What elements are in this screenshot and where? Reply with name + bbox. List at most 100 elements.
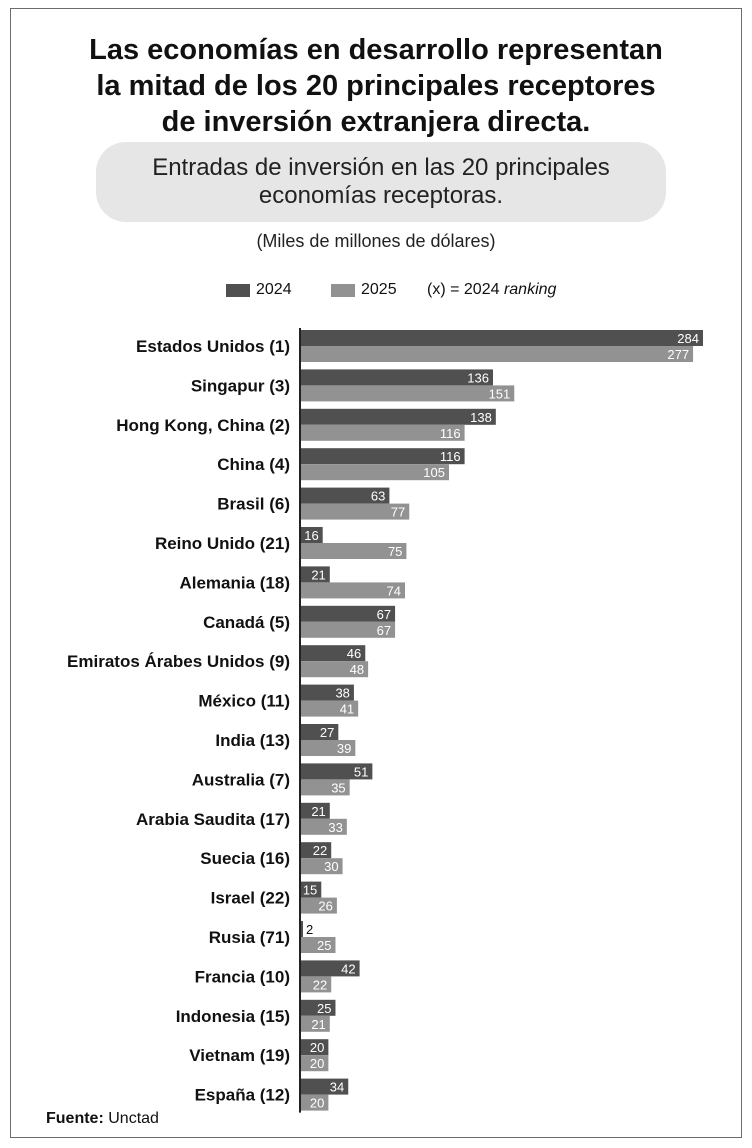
bar-2024: [300, 960, 360, 977]
category-label: Emiratos Árabes Unidos (9): [67, 652, 290, 671]
legend-swatch-2025: [331, 284, 355, 297]
category-group: Francia (10) 42 22: [195, 960, 360, 993]
source-note: Fuente: Unctad: [46, 1110, 159, 1128]
data-label-2025: 67: [377, 623, 391, 638]
bar-2025: [300, 424, 465, 441]
data-label-2025: 151: [489, 386, 511, 401]
category-label: Vietnam (19): [189, 1046, 290, 1065]
data-label-2025: 39: [337, 741, 351, 756]
data-label-2024: 16: [304, 528, 318, 543]
bar-2024: [300, 1039, 329, 1056]
chart-subtitle: Entradas de inversión en las 20 principa…: [152, 154, 610, 210]
category-label: India (13): [215, 731, 290, 750]
data-label-2024: 27: [320, 725, 334, 740]
bar-2024: [300, 724, 339, 740]
bar-2025: [300, 897, 337, 914]
category-label: Estados Unidos (1): [136, 337, 290, 356]
data-label-2024: 138: [470, 410, 492, 425]
data-label-2025: 20: [310, 1056, 324, 1071]
category-label: Alemania (18): [179, 573, 290, 592]
data-label-2024: 25: [317, 1001, 331, 1016]
category-label: Hong Kong, China (2): [116, 416, 290, 435]
data-label-2025: 75: [388, 544, 402, 559]
category-label: Suecia (16): [200, 849, 290, 868]
source-value: Unctad: [108, 1110, 159, 1127]
category-label: China (4): [217, 455, 290, 474]
data-label-2025: 77: [391, 505, 405, 520]
data-label-2024: 2: [306, 922, 313, 937]
legend: 2024 2025 (x) = 2024 ranking: [0, 279, 752, 301]
category-label: Australia (7): [192, 770, 290, 789]
data-label-2024: 42: [341, 961, 355, 976]
category-label: España (12): [195, 1086, 290, 1105]
data-label-2025: 35: [331, 780, 345, 795]
data-label-2025: 41: [340, 702, 354, 717]
data-label-2025: 26: [318, 899, 332, 914]
data-label-2025: 30: [324, 859, 338, 874]
data-label-2025: 74: [387, 583, 401, 598]
bar-2024: [300, 684, 354, 701]
data-label-2024: 116: [440, 449, 461, 464]
title-line: Las economías en desarrollo representan: [89, 34, 663, 66]
data-label-2024: 15: [303, 883, 317, 898]
bar-2025: [300, 503, 410, 520]
data-label-2025: 21: [311, 1017, 325, 1032]
data-label-2025: 25: [317, 938, 331, 953]
bar-2024: [300, 1078, 349, 1095]
bar-2025: [300, 700, 359, 717]
category-label: Indonesia (15): [176, 1007, 290, 1026]
data-label-2025: 277: [667, 347, 689, 362]
category-label: Canadá (5): [203, 613, 290, 632]
bar-2024: [300, 999, 336, 1016]
bar-2025: [300, 937, 336, 953]
bar-2024: [300, 330, 703, 346]
bar-2025: [300, 464, 449, 481]
category-group: Rusia (71) 2 25: [209, 921, 336, 953]
data-label-2025: 33: [328, 820, 342, 835]
chart-title: Las economías en desarrollo representan …: [0, 32, 752, 140]
bar-2024: [300, 369, 493, 386]
bar-2025: [300, 582, 406, 599]
category-label: México (11): [198, 692, 290, 711]
category-label: Brasil (6): [217, 495, 290, 514]
bar-2024: [300, 487, 390, 504]
bar-2025: [300, 976, 332, 993]
bar-2024: [300, 763, 373, 780]
data-label-2024: 51: [354, 764, 368, 779]
bar-2024: [300, 527, 323, 543]
bar-2025: [300, 385, 515, 402]
bar-2025: [300, 818, 347, 835]
bar-2025: [300, 740, 356, 756]
legend-ranking-note: (x) = 2024 ranking: [427, 279, 556, 301]
legend-label-2024: 2024: [256, 281, 292, 298]
category-label: Francia (10): [195, 967, 290, 986]
bar-2024: [300, 842, 332, 859]
data-label-2024: 46: [347, 646, 361, 661]
data-label-2025: 48: [350, 662, 364, 677]
bar-2024: [300, 408, 496, 425]
category-label: Rusia (71): [209, 928, 290, 947]
data-label-2025: 105: [423, 465, 445, 480]
category-group: España (12) 34 20: [195, 1078, 349, 1111]
subtitle-box: Entradas de inversión en las 20 principa…: [96, 142, 666, 222]
bar-2025: [300, 543, 407, 559]
data-label-2024: 22: [313, 843, 327, 858]
legend-label-2025: 2025: [361, 281, 397, 298]
legend-note-italic: ranking: [503, 281, 557, 298]
data-label-2024: 21: [311, 804, 325, 819]
data-label-2024: 284: [677, 331, 699, 346]
data-label-2024: 63: [371, 489, 385, 504]
data-label-2025: 22: [313, 977, 327, 992]
bar-2025: [300, 858, 343, 875]
legend-note-prefix: (x) = 2024: [427, 281, 504, 298]
